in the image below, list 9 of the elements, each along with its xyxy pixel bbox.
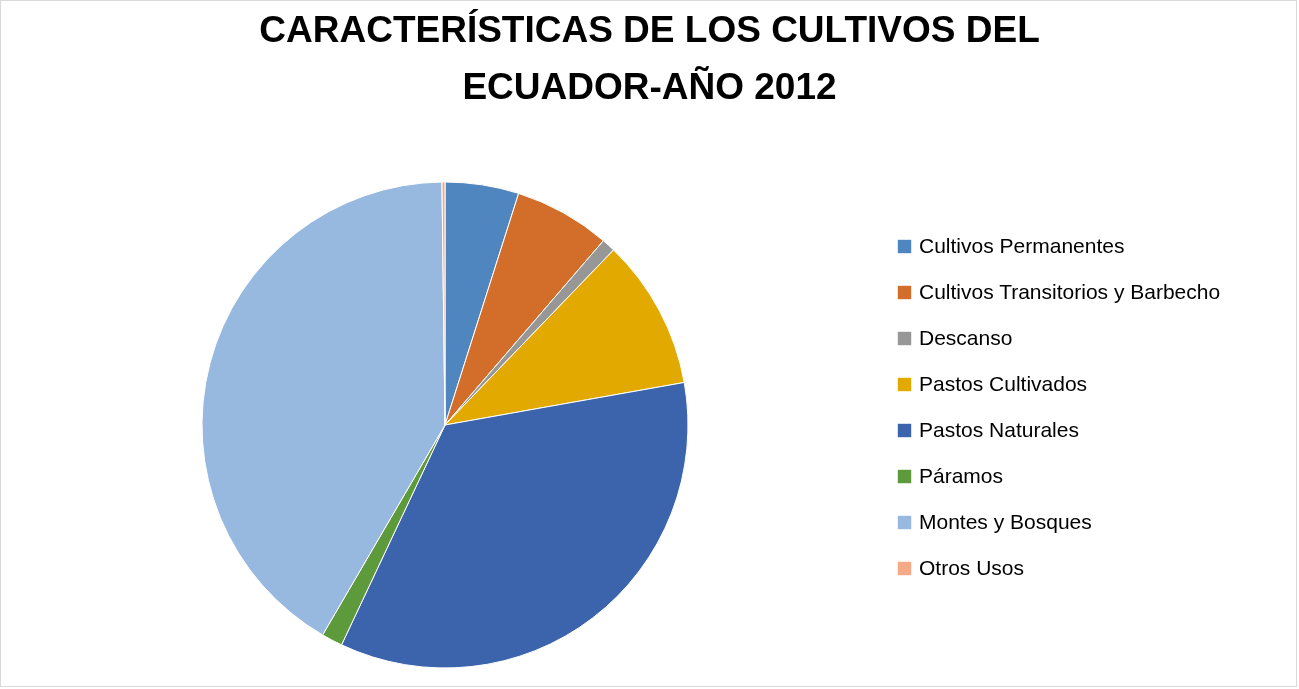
legend-label: Cultivos Permanentes (919, 233, 1125, 257)
legend-label: Montes y Bosques (919, 509, 1092, 533)
legend-label: Páramos (919, 463, 1004, 487)
legend-label: Cultivos Transitorios y Barbecho (919, 279, 1221, 303)
chart-title: CARACTERÍSTICAS DE LOS CULTIVOS DEL ECUADOR-AÑO 2012 (259, 9, 1040, 107)
legend-label: Otros Usos (919, 555, 1025, 579)
legend-label: Pastos Naturales (919, 417, 1079, 441)
legend-label: Descanso (919, 325, 1013, 349)
legend-label: Pastos Cultivados (919, 371, 1088, 395)
